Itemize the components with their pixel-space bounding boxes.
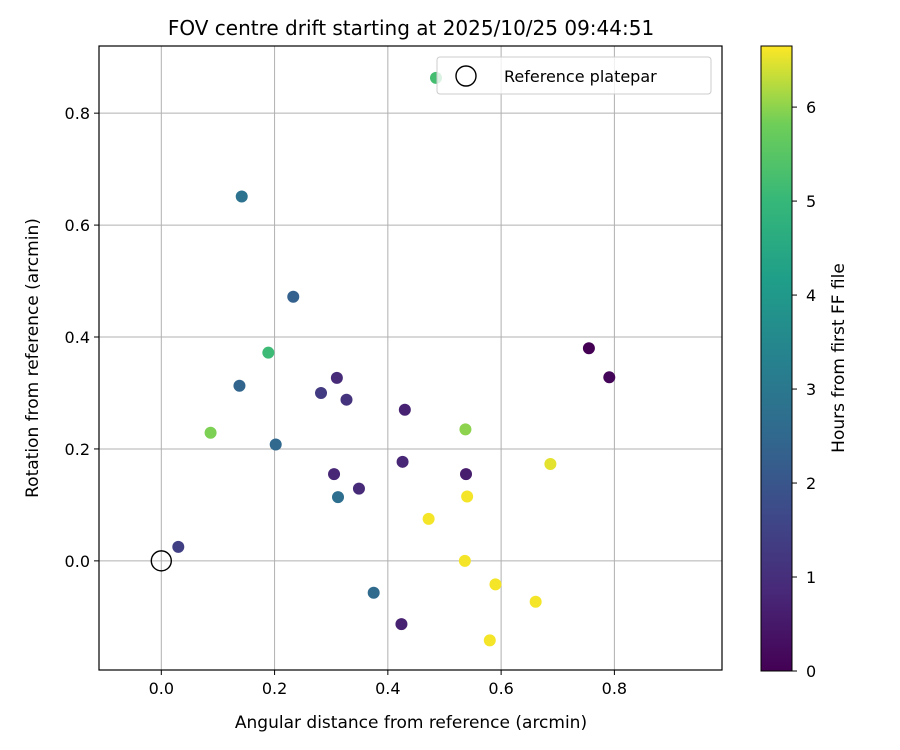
colorbar-tick-label: 0 xyxy=(806,662,816,681)
y-tick-label: 0.8 xyxy=(65,104,90,123)
data-point xyxy=(269,438,282,451)
legend-box xyxy=(436,56,712,95)
data-point xyxy=(340,393,353,406)
data-point xyxy=(529,595,542,608)
legend-entry-reference: Reference platepar xyxy=(504,67,657,86)
data-point xyxy=(396,455,409,468)
data-point xyxy=(395,618,408,631)
grid-lines xyxy=(99,46,722,670)
data-point xyxy=(603,371,616,384)
data-point xyxy=(461,490,474,503)
data-point xyxy=(315,386,328,399)
x-tick-label: 0.6 xyxy=(488,679,513,698)
x-tick-label: 0.0 xyxy=(149,679,174,698)
reference-platepar-marker xyxy=(150,550,173,572)
data-point xyxy=(235,190,248,203)
colorbar-tick-label: 3 xyxy=(806,380,816,399)
colorbar-tick-label: 5 xyxy=(806,192,816,211)
x-tick-label: 0.8 xyxy=(602,679,627,698)
y-tick-label: 0.0 xyxy=(65,552,90,571)
data-point xyxy=(582,342,595,355)
plot-frame xyxy=(98,45,723,671)
data-point xyxy=(233,379,246,392)
data-point xyxy=(332,491,345,504)
data-point xyxy=(459,423,472,436)
data-point xyxy=(328,468,341,481)
data-point xyxy=(460,468,473,481)
data-point xyxy=(458,554,471,567)
y-tick-label: 0.2 xyxy=(65,440,90,459)
colorbar-gradient xyxy=(760,45,793,672)
legend-marker-reference xyxy=(455,65,477,87)
x-axis-label: Angular distance from reference (arcmin) xyxy=(235,713,587,733)
legend: Reference platepar xyxy=(436,56,712,95)
data-point xyxy=(352,482,365,495)
data-points xyxy=(150,71,616,647)
x-tick-label: 0.4 xyxy=(375,679,400,698)
colorbar-tick-label: 4 xyxy=(806,286,816,305)
colorbar-tick-label: 6 xyxy=(806,98,816,117)
y-axis-ticks: 0.0 0.2 0.4 0.6 0.8 xyxy=(65,104,99,571)
colorbar-tick-label: 2 xyxy=(806,474,816,493)
y-tick-label: 0.6 xyxy=(65,216,90,235)
data-point xyxy=(262,346,275,359)
x-axis-ticks: 0.0 0.2 0.4 0.6 0.8 xyxy=(149,670,627,698)
chart-title: FOV centre drift starting at 2025/10/25 … xyxy=(168,16,654,40)
colorbar: 0 1 2 3 4 5 6 Hours from first FF file xyxy=(760,45,849,681)
data-point xyxy=(544,458,557,471)
colorbar-label: Hours from first FF file xyxy=(829,263,849,453)
data-point xyxy=(422,512,435,525)
data-point xyxy=(489,578,502,591)
data-point xyxy=(398,403,411,416)
x-tick-label: 0.2 xyxy=(262,679,287,698)
data-point xyxy=(287,290,300,303)
colorbar-tick-label: 1 xyxy=(806,568,816,587)
data-point xyxy=(483,634,496,647)
y-tick-label: 0.4 xyxy=(65,328,90,347)
data-point xyxy=(172,540,185,553)
data-point xyxy=(367,586,380,599)
data-point xyxy=(204,426,217,439)
colorbar-ticks: 0 1 2 3 4 5 6 xyxy=(792,98,816,681)
data-point xyxy=(330,371,343,384)
y-axis-label: Rotation from reference (arcmin) xyxy=(23,218,43,498)
